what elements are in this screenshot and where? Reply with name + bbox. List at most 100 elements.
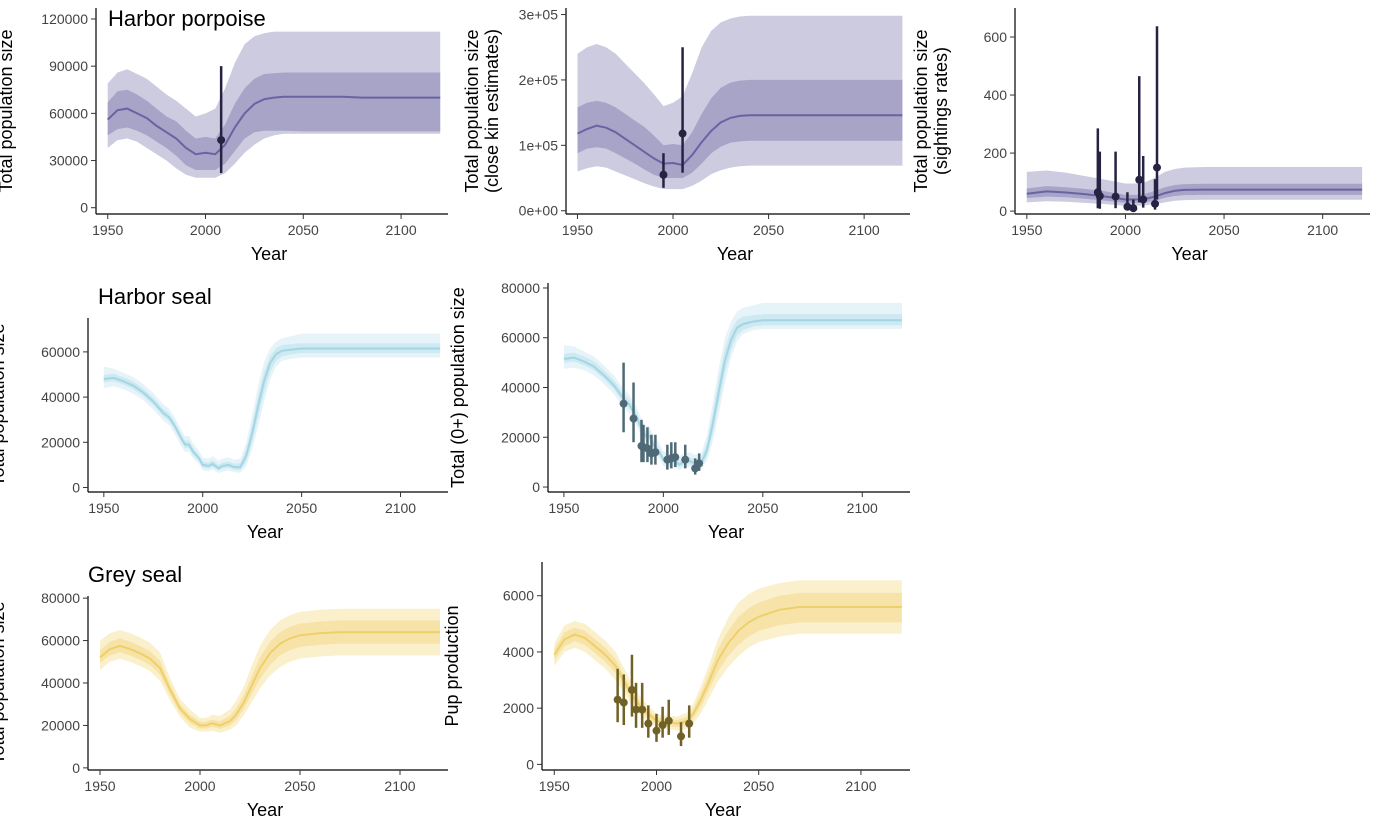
y-tick-label: 120000	[41, 11, 88, 27]
observation-point	[695, 459, 704, 468]
x-tick-label: 1950	[84, 778, 115, 794]
x-axis-title: Year	[247, 800, 283, 820]
outer-credible-band	[103, 333, 441, 473]
y-axis-title: (sightings rates)	[931, 47, 951, 175]
y-axis-title: Total population size	[0, 601, 8, 764]
x-axis-title: Year	[1171, 244, 1207, 264]
y-tick-label: 1e+05	[519, 137, 559, 153]
x-tick-label: 2000	[1110, 222, 1141, 238]
y-axis-title: Total (0+) population size	[448, 287, 468, 488]
x-axis-title: Year	[705, 800, 741, 820]
x-tick-label: 2100	[385, 500, 416, 516]
y-tick-label: 600	[984, 29, 1008, 45]
x-tick-label: 2050	[288, 222, 319, 238]
y-tick-label: 2000	[503, 700, 534, 716]
y-tick-label: 40000	[41, 675, 80, 691]
x-tick-label: 2000	[190, 222, 221, 238]
panel-harbor-porpoise-close-kin: 1950 2000 2050 2100 0e+00 1e+05 2e+05 3e+05 Year…	[462, 7, 910, 264]
observation-point	[681, 455, 690, 464]
x-tick-label: 1950	[1011, 222, 1042, 238]
x-tick-label: 1950	[548, 500, 579, 516]
observation-point	[1139, 195, 1148, 204]
x-axis-title: Year	[247, 522, 283, 542]
panel-grey-seal-pups: 1950 2000 2050 2100 0 2000 4000 6000 Year Pup pro…	[442, 562, 910, 820]
y-tick-label: 0	[526, 756, 534, 772]
x-tick-label: 2000	[184, 778, 215, 794]
panel-title: Grey seal	[88, 562, 182, 587]
y-tick-label: 20000	[41, 717, 80, 733]
y-tick-label: 80000	[41, 590, 80, 606]
x-axis-title: Year	[717, 244, 753, 264]
median-line	[99, 631, 440, 727]
x-tick-label: 2050	[286, 500, 317, 516]
panel-harbor-porpoise-sightings: 1950 2000 2050 2100 0 200 400 600 Year Total popu…	[911, 8, 1370, 264]
observation-point	[678, 129, 687, 138]
y-tick-label: 0e+00	[519, 203, 559, 219]
y-tick-label: 400	[984, 87, 1008, 103]
observation-point	[613, 695, 622, 704]
observation-point	[664, 716, 673, 725]
x-tick-label: 2000	[648, 500, 679, 516]
observation-point	[1129, 204, 1138, 213]
x-tick-label: 2050	[747, 500, 778, 516]
observation-point	[629, 414, 638, 423]
observation-point	[671, 453, 680, 462]
inner-credible-band	[107, 72, 441, 170]
x-tick-label: 1950	[539, 778, 570, 794]
observation-point	[659, 170, 668, 179]
observation-point	[619, 698, 628, 707]
y-tick-label: 40000	[501, 380, 540, 396]
observation-point	[1135, 175, 1144, 184]
y-tick-label: 20000	[41, 434, 80, 450]
panel-title: Harbor porpoise	[108, 6, 266, 31]
x-tick-label: 2100	[847, 500, 878, 516]
observation-point	[1095, 192, 1104, 201]
observation-point	[1151, 199, 1160, 208]
x-tick-label: 2050	[753, 222, 784, 238]
y-axis-title: (close kin estimates)	[482, 29, 502, 193]
y-axis-title: Pup production	[442, 605, 462, 726]
observation-point	[1111, 192, 1120, 201]
x-tick-label: 2000	[657, 222, 688, 238]
observation-point	[1153, 163, 1161, 172]
x-tick-label: 2100	[849, 222, 880, 238]
y-tick-label: 80000	[501, 280, 540, 296]
x-tick-label: 2050	[1208, 222, 1239, 238]
y-tick-label: 60000	[41, 344, 80, 360]
y-tick-label: 4000	[503, 644, 534, 660]
y-axis-title: Total population size	[462, 29, 482, 192]
median-line	[103, 347, 441, 470]
median-line	[107, 95, 441, 156]
y-tick-label: 0	[999, 203, 1007, 219]
observation-point	[619, 399, 628, 408]
x-tick-label: 2000	[641, 778, 672, 794]
y-tick-label: 3e+05	[519, 7, 559, 23]
y-tick-label: 200	[984, 145, 1008, 161]
observation-point	[677, 732, 686, 741]
y-axis-title: Total population size	[0, 323, 8, 486]
inner-credible-band	[577, 79, 903, 178]
y-tick-label: 6000	[503, 588, 534, 604]
x-tick-label: 2100	[385, 222, 416, 238]
panel-harbor-seal-0plus: 1950 2000 2050 2100 0 20000 40000 60000 80000 Yea…	[448, 280, 910, 542]
x-axis-title: Year	[251, 244, 287, 264]
median-line	[1026, 188, 1363, 201]
y-tick-label: 40000	[41, 389, 80, 405]
observation-point	[651, 448, 660, 457]
median-line	[577, 114, 903, 167]
x-axis-title: Year	[708, 522, 744, 542]
x-tick-label: 2050	[743, 778, 774, 794]
y-tick-label: 60000	[41, 633, 80, 649]
panel-grey-seal-total: 1950 2000 2050 2100 0 20000 40000 60000 80000 Yea…	[0, 562, 448, 820]
y-tick-label: 30000	[49, 153, 88, 169]
panel-harbor-porpoise-total: 1950 2000 2050 2100 0 30000 60000 90000 120000 Ye…	[0, 6, 448, 264]
x-tick-label: 1950	[92, 222, 123, 238]
y-tick-label: 60000	[501, 330, 540, 346]
y-axis-title: Total population size	[0, 29, 16, 192]
x-tick-label: 1950	[562, 222, 593, 238]
observation-point	[652, 726, 661, 735]
y-tick-label: 20000	[501, 429, 540, 445]
y-tick-label: 0	[80, 200, 88, 216]
observation-point	[627, 685, 636, 694]
